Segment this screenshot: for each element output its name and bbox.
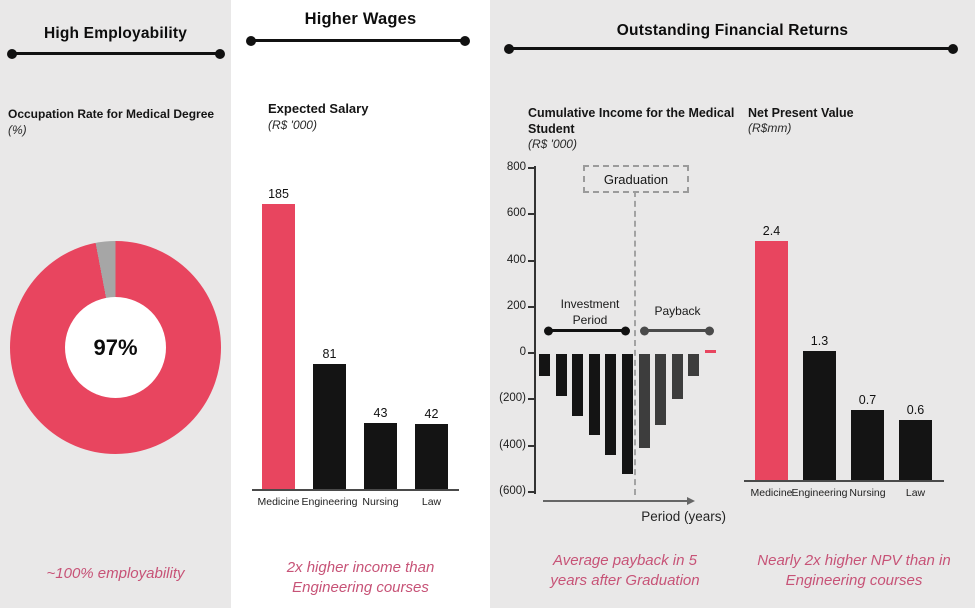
cumulative-bar [555,354,567,396]
caption-npv: Nearly 2x higher NPV than in Engineering… [757,552,951,590]
chart-unit-npv: (R$mm) [748,121,792,135]
y-tick-label: (600) [499,485,526,497]
x-axis-label-period: Period (years) [641,509,726,524]
y-axis-cumulative [534,166,536,494]
bar-value-label: 43 [373,405,388,420]
chart-subtitle-cumulative: Cumulative Income for the Medical Studen… [528,106,735,137]
y-tick-label: (400) [499,438,526,451]
investment-period-label: Investment Period [560,297,620,327]
bar-category-label: Medicine [257,496,300,508]
bar [364,422,397,489]
bar [851,410,884,480]
bar-column: 42 Law [415,407,448,508]
y-tick-label: 200 [506,299,526,312]
panel-title-wages: Higher Wages [304,10,417,28]
y-tick-mark [528,352,534,355]
bar-category-label: Law [421,496,442,508]
cumulative-bar [539,354,550,376]
chart-unit-salary: (R$ '000) [268,118,317,132]
payback-span [643,329,711,332]
x-axis-npv [744,480,944,482]
cumulative-bar [671,354,683,400]
bar [262,204,295,489]
chart-subtitle-npv: Net Present Value [748,106,854,120]
y-tick-mark [528,305,534,308]
chart-unit-occupation: (%) [8,123,27,137]
bar-category-label: Engineering [791,487,848,499]
cumulative-bar [605,354,617,455]
bar [803,350,836,480]
bar-value-label: 0.7 [858,393,877,408]
chart-subtitle-occupation: Occupation Rate for Medical Degree [8,107,215,121]
y-tick-label: 800 [506,161,526,173]
bar-column: 185 Medicine [257,187,299,508]
caption-payback: Average payback in 5 years after Graduat… [550,552,700,590]
cumulative-bar [638,354,650,448]
chart-subtitle-salary: Expected Salary [268,101,369,116]
bar [899,420,932,480]
payback-label: Payback [654,304,701,318]
caption-employability: ~100% employability [46,565,185,582]
bar-category-label: Nursing [362,496,399,508]
bar-column: 81 Engineering [301,347,357,508]
bar-category-label: Medicine [750,487,793,499]
cumulative-bar [588,354,600,435]
y-tick-mark [528,213,534,216]
bar-column: 43 Nursing [362,405,398,508]
chart-unit-cumulative: (R$ '000) [528,137,577,151]
bar-value-label: 2.4 [762,223,781,238]
bar-chart-expected-salary: 185 Medicine 81 Engineering 43 Nursing 42 Law [253,185,468,508]
cumulative-bar [688,354,700,376]
panel-wages: Higher Wages Expected Salary (R$ '000) 1… [231,0,490,608]
y-tick-label: 600 [506,207,526,220]
y-tick-mark [528,167,534,169]
header-underline [249,39,467,42]
donut-center-label: 97% [93,334,138,360]
cumulative-bar [655,354,667,425]
bar-category-label: Nursing [849,487,886,499]
bar-column: 1.3 Engineering [791,333,847,499]
y-tick-label: 0 [519,346,526,359]
panel-financial-returns: Outstanding Financial Returns Cumulative… [490,0,975,608]
bar-value-label: 81 [322,347,337,362]
investment-period-span [547,329,627,332]
donut-hole: 97% [65,297,166,398]
bar-category-label: Law [905,487,926,499]
panel-employability: High Employability Occupation Rate for M… [0,0,231,608]
bar [313,364,346,489]
bar [415,424,448,489]
bar-column: 2.4 Medicine [750,223,792,499]
graduation-callout: Graduation [583,165,689,193]
panel-title-employability: High Employability [43,25,188,42]
bar-value-label: 0.6 [906,403,925,418]
y-tick-mark [528,444,534,447]
x-axis-arrow [543,500,693,502]
bar-category-label: Engineering [301,496,358,508]
cumulative-bar [572,354,584,417]
bar-column: 0.6 Law [899,403,932,499]
y-tick-mark [528,398,534,401]
y-tick-mark [528,491,534,493]
bar [755,240,788,480]
bar-column: 0.7 Nursing [849,393,885,499]
bar-value-label: 1.3 [810,333,829,348]
bar-value-label: 185 [268,187,289,202]
header-underline [10,52,222,55]
bar-chart-npv: 2.4 Medicine 1.3 Engineering 0.7 Nursing 0.6 La… [745,221,957,499]
caption-wages: 2x higher income than Engineering course… [286,559,435,597]
graduation-dashed-line [634,191,636,495]
y-tick-label: (200) [499,392,526,405]
y-tick-mark [528,259,534,262]
bar-chart-cumulative-income: 800 600 400 200 0 (200) (400) (600) [499,161,718,497]
panel-title-returns: Outstanding Financial Returns [616,22,849,39]
cumulative-bar [705,350,716,353]
bar-value-label: 42 [424,407,439,422]
cumulative-bar [622,354,633,475]
y-tick-label: 400 [506,253,526,266]
header-underline [507,47,955,50]
donut-chart-occupation: 97% [10,241,221,454]
x-axis-salary [252,489,459,491]
